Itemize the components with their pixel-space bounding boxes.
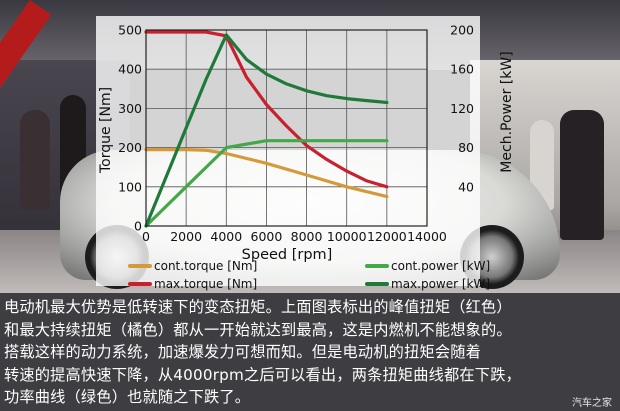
legend-entry: cont.power [kW] <box>391 259 490 273</box>
series-line-1 <box>144 30 389 189</box>
y-right-tick-label: 200 <box>450 23 474 38</box>
x-tick-label: 4000 <box>210 229 242 244</box>
y-axis-left-label: Torque [Nm] <box>98 87 114 174</box>
y-left-tick-label: 200 <box>118 140 142 155</box>
x-axis-label: Speed [rpm] <box>242 247 333 263</box>
y-right-tick-label: 80 <box>458 140 474 155</box>
chart-axes <box>145 29 428 227</box>
plot-frame <box>145 29 428 227</box>
x-tick-label: 2000 <box>170 229 202 244</box>
y-left-tick-label: 0 <box>134 219 142 234</box>
caption-line: 和最大持续扭矩（橘色）都从一开始就达到最高，这是内燃机不能想象的。 <box>4 320 512 339</box>
visitor <box>560 110 604 240</box>
series-line-0 <box>144 148 389 199</box>
y-right-tick-label: 160 <box>450 62 474 77</box>
x-tick-label: 14000 <box>407 229 447 244</box>
x-tick-label: 8000 <box>291 229 323 244</box>
caption-bar <box>0 293 620 411</box>
x-tick-label: 12000 <box>367 229 407 244</box>
x-tick-label: 6000 <box>251 229 283 244</box>
legend-entry: cont.torque [Nm] <box>154 259 257 273</box>
chart-legend: cont.torque [Nm] max.torque [Nm] cont.powe… <box>128 259 490 291</box>
series-line-2 <box>144 139 389 228</box>
caption-text: 电动机最大优势是低转速下的变态扭矩。上面图表标出的峰值扭矩（红色） 和最大持续扭… <box>4 296 616 409</box>
y-left-tick-label: 500 <box>118 23 142 38</box>
caption-line: 电动机最大优势是低转速下的变态扭矩。上面图表标出的峰值扭矩（红色） <box>4 298 512 316</box>
y-left-tick-label: 400 <box>118 62 142 77</box>
visitor <box>20 110 50 210</box>
y-right-tick-label: 120 <box>450 101 474 116</box>
legend-entry: max.power [kW] <box>391 277 490 291</box>
x-tick-label: 0 <box>142 229 150 244</box>
chart-series <box>144 30 389 228</box>
chart-ticks: 0 2000 4000 6000 8000 10000 12000 14000 0 100 200 3… <box>118 23 474 245</box>
caption-line: 转速的提高快速下降，从4000rpm之后可以看出，两条扭矩曲线都在下跌， <box>4 365 521 384</box>
legend-entry: max.torque [Nm] <box>154 277 257 291</box>
y-left-tick-label: 300 <box>118 101 142 116</box>
y-left-tick-label: 100 <box>118 179 142 194</box>
y-axis-right-label: Mech.Power [kW] <box>499 51 515 172</box>
y-right-tick-label: 40 <box>458 179 474 194</box>
caption-line: 功率曲线（绿色）也就随之下跌了。 <box>4 388 251 407</box>
torque-power-chart: 0 2000 4000 6000 8000 10000 12000 14000 0 100 200 3… <box>98 23 515 292</box>
series-line-3 <box>144 33 389 228</box>
caption-line: 搭载这样的动力系统，加速爆发力可想而知。但是电动机的扭矩会随着 <box>4 343 482 362</box>
watermark: 汽车之家 <box>572 398 612 409</box>
x-tick-label: 10000 <box>327 229 367 244</box>
